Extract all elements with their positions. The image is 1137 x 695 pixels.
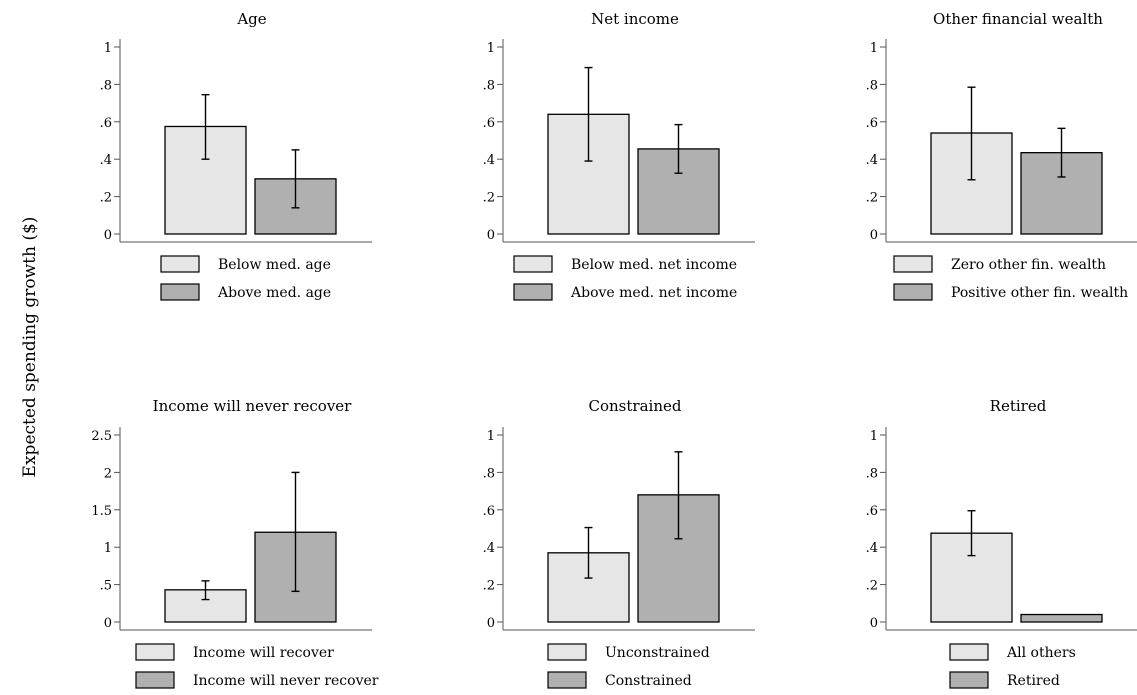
legend-label: Below med. net income: [571, 257, 737, 273]
y-tick-label: .2: [483, 579, 495, 594]
legend-swatch: [135, 671, 175, 689]
legend-swatch: [160, 283, 200, 301]
legend-swatch: [893, 255, 933, 273]
panel-title: Constrained: [589, 397, 682, 415]
panel-title: Age: [236, 10, 266, 28]
y-tick-label: 0: [487, 616, 495, 631]
y-tick-label: .2: [866, 579, 878, 594]
y-tick-label: 1: [487, 41, 495, 56]
y-tick-label: .2: [100, 191, 112, 206]
legend-label: Retired: [1007, 673, 1060, 689]
y-tick-label: .6: [483, 116, 495, 131]
y-tick-label: .4: [866, 541, 878, 556]
y-tick-label: 0: [487, 228, 495, 243]
y-tick-label: .2: [483, 191, 495, 206]
y-tick-label: .6: [483, 504, 495, 519]
legend-swatch: [547, 643, 587, 661]
y-tick-label: 1: [487, 429, 495, 444]
legend-swatch: [513, 255, 553, 273]
bar: [1020, 613, 1103, 623]
panel-title: Net income: [591, 10, 679, 28]
y-tick-label: 1: [870, 429, 878, 444]
legend-label: Unconstrained: [605, 645, 710, 661]
y-tick-label: .8: [483, 78, 495, 93]
legend-label: Income will recover: [193, 645, 334, 661]
y-tick-label: .8: [866, 78, 878, 93]
y-tick-label: .8: [483, 466, 495, 481]
y-tick-label: .6: [866, 116, 878, 131]
legend-label: Constrained: [605, 673, 692, 689]
legend-swatch: [949, 643, 989, 661]
panel-title: Other financial wealth: [933, 10, 1103, 28]
y-tick-label: .8: [866, 466, 878, 481]
y-tick-label: .6: [866, 504, 878, 519]
legend-label: Above med. age: [217, 285, 331, 301]
legend-label: All others: [1006, 645, 1076, 661]
y-tick-label: 0: [870, 616, 878, 631]
y-tick-label: 2.5: [91, 429, 112, 444]
panel-title: Income will never recover: [153, 397, 353, 415]
y-tick-label: .8: [100, 78, 112, 93]
legend-swatch: [893, 283, 933, 301]
y-tick-label: 1: [870, 41, 878, 56]
y-tick-label: .4: [100, 153, 112, 168]
legend-swatch: [135, 643, 175, 661]
y-tick-label: 1: [104, 541, 112, 556]
y-tick-label: 1: [104, 41, 112, 56]
legend-label: Zero other fin. wealth: [951, 257, 1106, 273]
y-tick-label: 2: [104, 466, 112, 481]
legend-label: Below med. age: [218, 257, 331, 273]
y-tick-label: .4: [483, 153, 495, 168]
panel-title: Retired: [990, 397, 1047, 415]
legend-label: Income will never recover: [193, 673, 379, 689]
y-tick-label: .6: [100, 116, 112, 131]
legend-swatch: [160, 255, 200, 273]
y-tick-label: 1.5: [91, 504, 112, 519]
legend-label: Positive other fin. wealth: [951, 285, 1128, 301]
legend-swatch: [547, 671, 587, 689]
y-tick-label: .4: [866, 153, 878, 168]
y-tick-label: 0: [870, 228, 878, 243]
bar: [547, 552, 630, 623]
y-tick-label: .2: [866, 191, 878, 206]
y-tick-label: .5: [100, 579, 112, 594]
legend-label: Above med. net income: [570, 285, 737, 301]
y-tick-label: .4: [483, 541, 495, 556]
y-tick-label: 0: [104, 616, 112, 631]
y-tick-label: 0: [104, 228, 112, 243]
legend-swatch: [513, 283, 553, 301]
legend-swatch: [949, 671, 989, 689]
